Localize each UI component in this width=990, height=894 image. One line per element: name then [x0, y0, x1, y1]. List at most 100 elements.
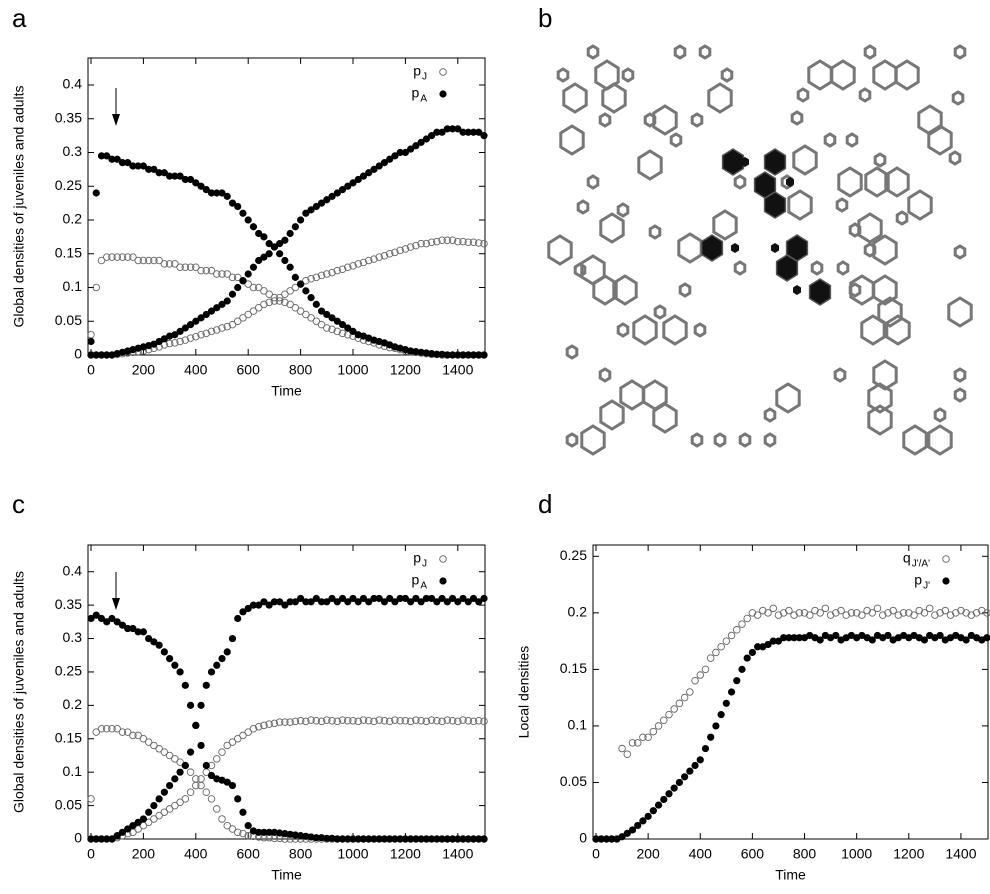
point — [291, 717, 300, 726]
point — [464, 835, 472, 843]
point — [270, 598, 278, 606]
point — [443, 236, 452, 244]
site — [712, 209, 738, 241]
site — [621, 67, 635, 83]
legend-marker — [942, 555, 950, 563]
y-tick-label: 0.1 — [63, 278, 83, 294]
point — [233, 735, 242, 743]
site — [953, 44, 967, 60]
site — [763, 148, 787, 176]
point — [391, 716, 399, 724]
point — [118, 828, 127, 836]
point — [134, 731, 142, 740]
point — [144, 818, 153, 827]
site — [863, 44, 877, 60]
point — [475, 716, 483, 725]
point — [401, 835, 409, 843]
point — [639, 733, 647, 741]
site — [733, 260, 747, 276]
site — [830, 59, 856, 91]
point — [129, 624, 137, 633]
point — [186, 748, 195, 756]
point — [480, 717, 488, 726]
point — [675, 699, 684, 708]
y-tick-label: 0.4 — [63, 76, 83, 92]
x-tick-label: 600 — [237, 362, 261, 378]
point — [459, 594, 467, 603]
site — [612, 274, 638, 306]
point — [228, 825, 237, 833]
point — [323, 598, 331, 606]
point — [139, 735, 148, 743]
point — [328, 716, 336, 725]
point — [597, 835, 605, 843]
point — [333, 317, 341, 325]
point — [365, 835, 373, 843]
point — [145, 634, 153, 643]
point — [333, 835, 341, 843]
point — [155, 795, 163, 803]
point — [696, 671, 705, 679]
point — [863, 606, 871, 615]
point — [618, 744, 626, 753]
point — [260, 721, 268, 730]
point — [260, 598, 268, 606]
y-tick-label: 0 — [579, 830, 587, 846]
point — [634, 821, 642, 830]
point — [181, 795, 190, 803]
point — [239, 829, 247, 838]
point — [779, 609, 788, 617]
site — [562, 82, 588, 114]
point — [312, 273, 321, 282]
point — [323, 196, 331, 204]
point — [701, 744, 710, 753]
point — [307, 598, 315, 606]
site — [599, 399, 625, 431]
point — [475, 835, 483, 843]
point — [281, 601, 289, 609]
point — [134, 628, 142, 636]
x-axis-label: Time — [271, 867, 302, 883]
point — [275, 718, 284, 726]
point — [103, 152, 111, 160]
point — [312, 317, 321, 326]
point — [370, 165, 378, 173]
x-tick-label: 600 — [237, 846, 261, 862]
point — [375, 162, 383, 170]
point — [244, 604, 252, 613]
site — [808, 278, 832, 306]
point — [113, 155, 121, 163]
point — [433, 716, 441, 725]
point — [764, 609, 772, 617]
point — [396, 148, 404, 157]
site — [793, 285, 801, 295]
point — [464, 238, 473, 247]
point — [317, 307, 326, 315]
x-tick-label: 1200 — [390, 362, 421, 378]
point — [469, 128, 478, 136]
point — [160, 808, 169, 817]
point — [255, 828, 263, 836]
point — [291, 273, 299, 281]
site — [857, 212, 883, 244]
legend-marker — [439, 90, 447, 98]
point — [743, 654, 751, 662]
point — [312, 300, 320, 308]
point — [87, 835, 95, 843]
point — [228, 320, 237, 329]
arrow — [112, 88, 120, 610]
x-tick-label: 800 — [289, 362, 313, 378]
point — [386, 155, 394, 163]
point — [800, 609, 809, 617]
point — [286, 598, 294, 606]
point — [123, 253, 132, 261]
point — [748, 609, 757, 617]
point — [785, 634, 793, 642]
point — [171, 661, 179, 669]
point — [691, 761, 699, 770]
point — [785, 606, 793, 615]
point — [254, 283, 263, 292]
point — [255, 229, 263, 238]
point — [344, 598, 352, 606]
point — [207, 795, 216, 803]
